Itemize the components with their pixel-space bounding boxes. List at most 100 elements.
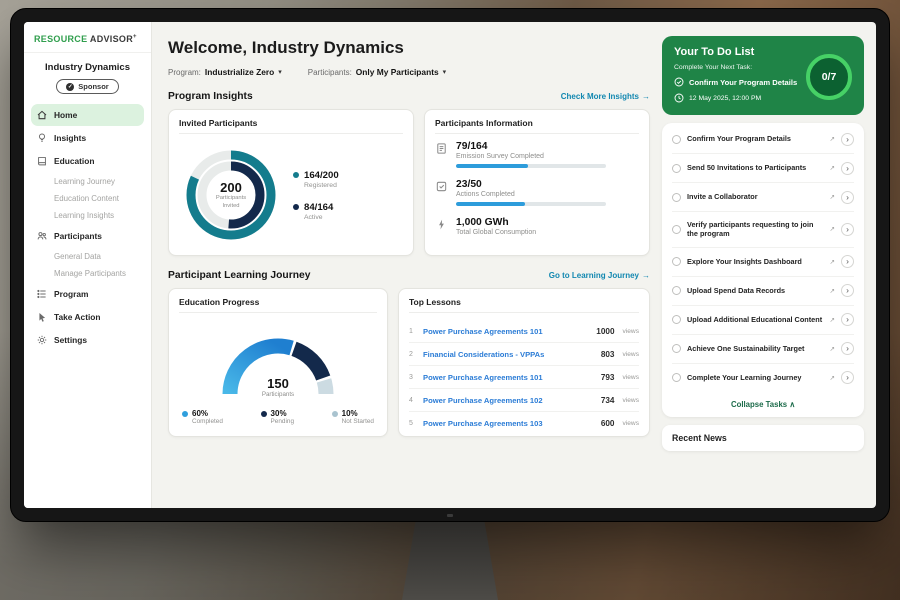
lesson-row[interactable]: 2 Financial Considerations - VPPAs 803 v… xyxy=(409,343,639,366)
gear-icon xyxy=(36,334,48,346)
task-row[interactable]: Invite a Collaborator ↗ › xyxy=(672,183,854,212)
sidebar-item-insights[interactable]: Insights xyxy=(31,127,144,149)
invited-donut-chart: 200 Participants Invited xyxy=(179,143,283,247)
sidebar: RESOURCE ADVISOR+ Industry Dynamics ✓ Sp… xyxy=(24,22,152,508)
lesson-link[interactable]: Power Purchase Agreements 102 xyxy=(423,395,543,405)
donut-center-sublabel: Invited xyxy=(222,202,240,209)
lesson-row[interactable]: 4 Power Purchase Agreements 102 734 view… xyxy=(409,389,639,412)
task-row[interactable]: Explore Your Insights Dashboard ↗ › xyxy=(672,248,854,277)
sidebar-item-label: Education xyxy=(54,156,95,166)
chevron-right-icon: › xyxy=(846,133,849,144)
task-label: Confirm Your Program Details xyxy=(687,134,791,144)
task-row[interactable]: Send 50 Invitations to Participants ↗ › xyxy=(672,154,854,183)
lightbulb-icon xyxy=(36,132,48,144)
legend-dot-teal xyxy=(293,171,299,178)
sidebar-item-education[interactable]: Education xyxy=(31,150,144,172)
stat-value: 79/164 xyxy=(456,141,488,152)
arrow-right-icon: → xyxy=(642,92,650,101)
task-open-button[interactable]: › xyxy=(841,342,854,356)
lesson-views-label: views xyxy=(622,327,640,335)
sidebar-item-label: General Data xyxy=(54,252,101,261)
brand-logo: RESOURCE ADVISOR+ xyxy=(24,32,151,53)
check-square-icon xyxy=(435,180,448,193)
check-more-insights-link[interactable]: Check More Insights → xyxy=(561,92,650,101)
task-row[interactable]: Complete Your Learning Journey ↗ › xyxy=(672,364,854,392)
legend-label: Registered xyxy=(304,181,337,189)
task-checkbox[interactable] xyxy=(672,286,681,296)
sidebar-item-label: Settings xyxy=(54,335,88,345)
collapse-tasks-button[interactable]: Collapse Tasks ∧ xyxy=(672,392,854,412)
task-checkbox[interactable] xyxy=(672,315,681,325)
task-open-button[interactable]: › xyxy=(841,255,854,269)
donut-legend: 164/200 Registered 84/164 Active xyxy=(293,170,339,221)
sidebar-item-learning-insights[interactable]: Learning Insights xyxy=(31,207,144,224)
task-open-button[interactable]: › xyxy=(841,132,854,146)
lesson-link[interactable]: Power Purchase Agreements 101 xyxy=(423,372,543,382)
participants-filter-dropdown[interactable]: Participants: Only My Participants ▾ xyxy=(308,67,446,77)
sidebar-item-manage-participants[interactable]: Manage Participants xyxy=(31,265,144,282)
legend-value: 60% xyxy=(192,409,209,418)
task-row[interactable]: Achieve One Sustainability Target ↗ › xyxy=(672,335,854,364)
donut-center-sublabel: Participants xyxy=(215,195,247,202)
legend-dot-blue xyxy=(182,411,188,417)
task-row[interactable]: Upload Additional Educational Content ↗ … xyxy=(672,306,854,335)
go-to-learning-journey-link[interactable]: Go to Learning Journey → xyxy=(549,271,650,280)
lesson-rank: 2 xyxy=(409,350,413,358)
task-row[interactable]: Verify participants requesting to join t… xyxy=(672,212,854,248)
lesson-link[interactable]: Power Purchase Agreements 101 xyxy=(423,326,543,336)
screen: RESOURCE ADVISOR+ Industry Dynamics ✓ Sp… xyxy=(24,22,876,508)
program-filter-dropdown[interactable]: Program: Industrialize Zero ▾ xyxy=(168,67,282,77)
sidebar-item-education-content[interactable]: Education Content xyxy=(31,190,144,207)
sidebar-item-learning-journey[interactable]: Learning Journey xyxy=(31,173,144,190)
participants-information-card: Participants Information 79/164 Emission… xyxy=(424,109,650,256)
external-link-icon: ↗ xyxy=(829,287,835,295)
task-checkbox[interactable] xyxy=(672,224,681,234)
sidebar-item-home[interactable]: Home xyxy=(31,104,144,126)
task-open-button[interactable]: › xyxy=(841,161,854,175)
monitor-brand-logo xyxy=(447,514,453,517)
task-label: Explore Your Insights Dashboard xyxy=(687,256,802,266)
task-row[interactable]: Confirm Your Program Details ↗ › xyxy=(672,125,854,154)
gauge-legend: 60% Completed 30% Pending 10% Not Starte… xyxy=(179,409,377,425)
lesson-link[interactable]: Financial Considerations - VPPAs xyxy=(423,349,545,359)
lesson-views: 600 xyxy=(600,418,615,428)
legend-label: Completed xyxy=(192,418,223,425)
lesson-link[interactable]: Power Purchase Agreements 103 xyxy=(423,418,543,428)
link-label: Check More Insights xyxy=(560,92,639,101)
energy-bolt-icon xyxy=(435,218,448,231)
external-link-icon: ↗ xyxy=(829,194,835,201)
arrow-right-icon: → xyxy=(642,271,650,280)
sidebar-item-program[interactable]: Program xyxy=(31,283,144,305)
task-checkbox[interactable] xyxy=(672,134,681,144)
todo-progress-value: 0/7 xyxy=(821,71,837,83)
people-icon xyxy=(36,230,48,242)
gauge-center-value: 150 xyxy=(267,376,289,391)
task-checkbox[interactable] xyxy=(672,344,681,354)
external-link-icon: ↗ xyxy=(829,345,835,353)
lesson-views-label: views xyxy=(622,419,640,427)
sponsor-badge[interactable]: ✓ Sponsor xyxy=(56,79,119,94)
task-checkbox[interactable] xyxy=(672,163,681,173)
task-open-button[interactable]: › xyxy=(841,313,854,327)
task-open-button[interactable]: › xyxy=(841,190,854,204)
task-checkbox[interactable] xyxy=(672,257,681,267)
sidebar-item-general-data[interactable]: General Data xyxy=(31,248,144,265)
lesson-row[interactable]: 1 Power Purchase Agreements 101 1000 vie… xyxy=(409,320,639,343)
task-checkbox[interactable] xyxy=(672,373,681,383)
task-open-button[interactable]: › xyxy=(841,284,854,298)
lesson-rank: 3 xyxy=(409,373,413,381)
card-title: Education Progress xyxy=(179,297,377,313)
sidebar-item-participants[interactable]: Participants xyxy=(31,225,144,247)
monitor-bezel: RESOURCE ADVISOR+ Industry Dynamics ✓ Sp… xyxy=(10,8,890,522)
task-checkbox[interactable] xyxy=(672,192,681,202)
lesson-row[interactable]: 3 Power Purchase Agreements 101 793 view… xyxy=(409,366,639,389)
sidebar-item-settings[interactable]: Settings xyxy=(31,329,144,351)
task-label: Upload Additional Educational Content xyxy=(687,314,823,324)
sidebar-item-take-action[interactable]: Take Action xyxy=(31,306,144,328)
lesson-row[interactable]: 5 Power Purchase Agreements 103 600 view… xyxy=(409,412,639,434)
legend-label: Not Started xyxy=(341,418,374,425)
task-row[interactable]: Upload Spend Data Records ↗ › xyxy=(672,277,854,306)
task-open-button[interactable]: › xyxy=(841,222,854,236)
lesson-views: 803 xyxy=(600,349,615,359)
task-open-button[interactable]: › xyxy=(841,371,854,385)
